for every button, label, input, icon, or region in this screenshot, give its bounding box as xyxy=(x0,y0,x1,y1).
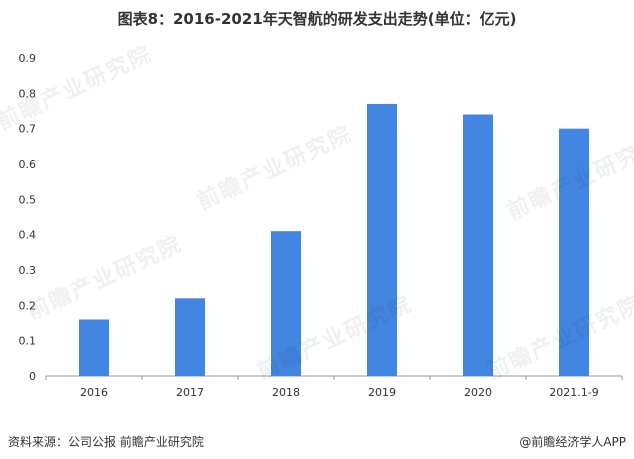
x-tick-label: 2020 xyxy=(464,386,492,399)
y-tick-label: 0.4 xyxy=(19,229,37,242)
chart-title: 图表8：2016-2021年天智航的研发支出走势(单位：亿元) xyxy=(117,10,517,28)
y-tick-label: 0.3 xyxy=(19,264,37,277)
x-tick-label: 2019 xyxy=(368,386,396,399)
y-tick-label: 0.8 xyxy=(19,87,37,100)
y-tick-label: 0.9 xyxy=(19,52,37,65)
bars-group xyxy=(79,103,589,377)
y-tick-label: 0.2 xyxy=(19,299,37,312)
bar xyxy=(559,128,589,376)
bar xyxy=(271,231,301,376)
bar xyxy=(79,319,109,376)
bar xyxy=(367,103,397,376)
y-tick-label: 0 xyxy=(29,370,36,383)
bar xyxy=(463,114,493,377)
x-tick-label: 2018 xyxy=(272,386,300,399)
x-tick-label: 2016 xyxy=(80,386,108,399)
y-tick-label: 0.6 xyxy=(19,158,37,171)
y-tick-label: 0.5 xyxy=(19,193,37,206)
x-tick-label: 2017 xyxy=(176,386,204,399)
source-note: 资料来源：公司公报 前瞻产业研究院 xyxy=(8,435,204,449)
bar xyxy=(175,298,205,376)
y-axis-ticks: 0 0.1 0.2 0.3 0.4 0.5 0.6 0.7 0.8 0.9 xyxy=(19,52,37,383)
x-axis-ticks: 2016 2017 2018 2019 2020 2021.1-9 xyxy=(45,376,623,399)
x-tick-label: 2021.1-9 xyxy=(549,386,598,399)
y-tick-label: 0.7 xyxy=(19,123,37,136)
y-tick-label: 0.1 xyxy=(19,335,37,348)
brand-credit: @前瞻经济学人APP xyxy=(519,435,626,449)
